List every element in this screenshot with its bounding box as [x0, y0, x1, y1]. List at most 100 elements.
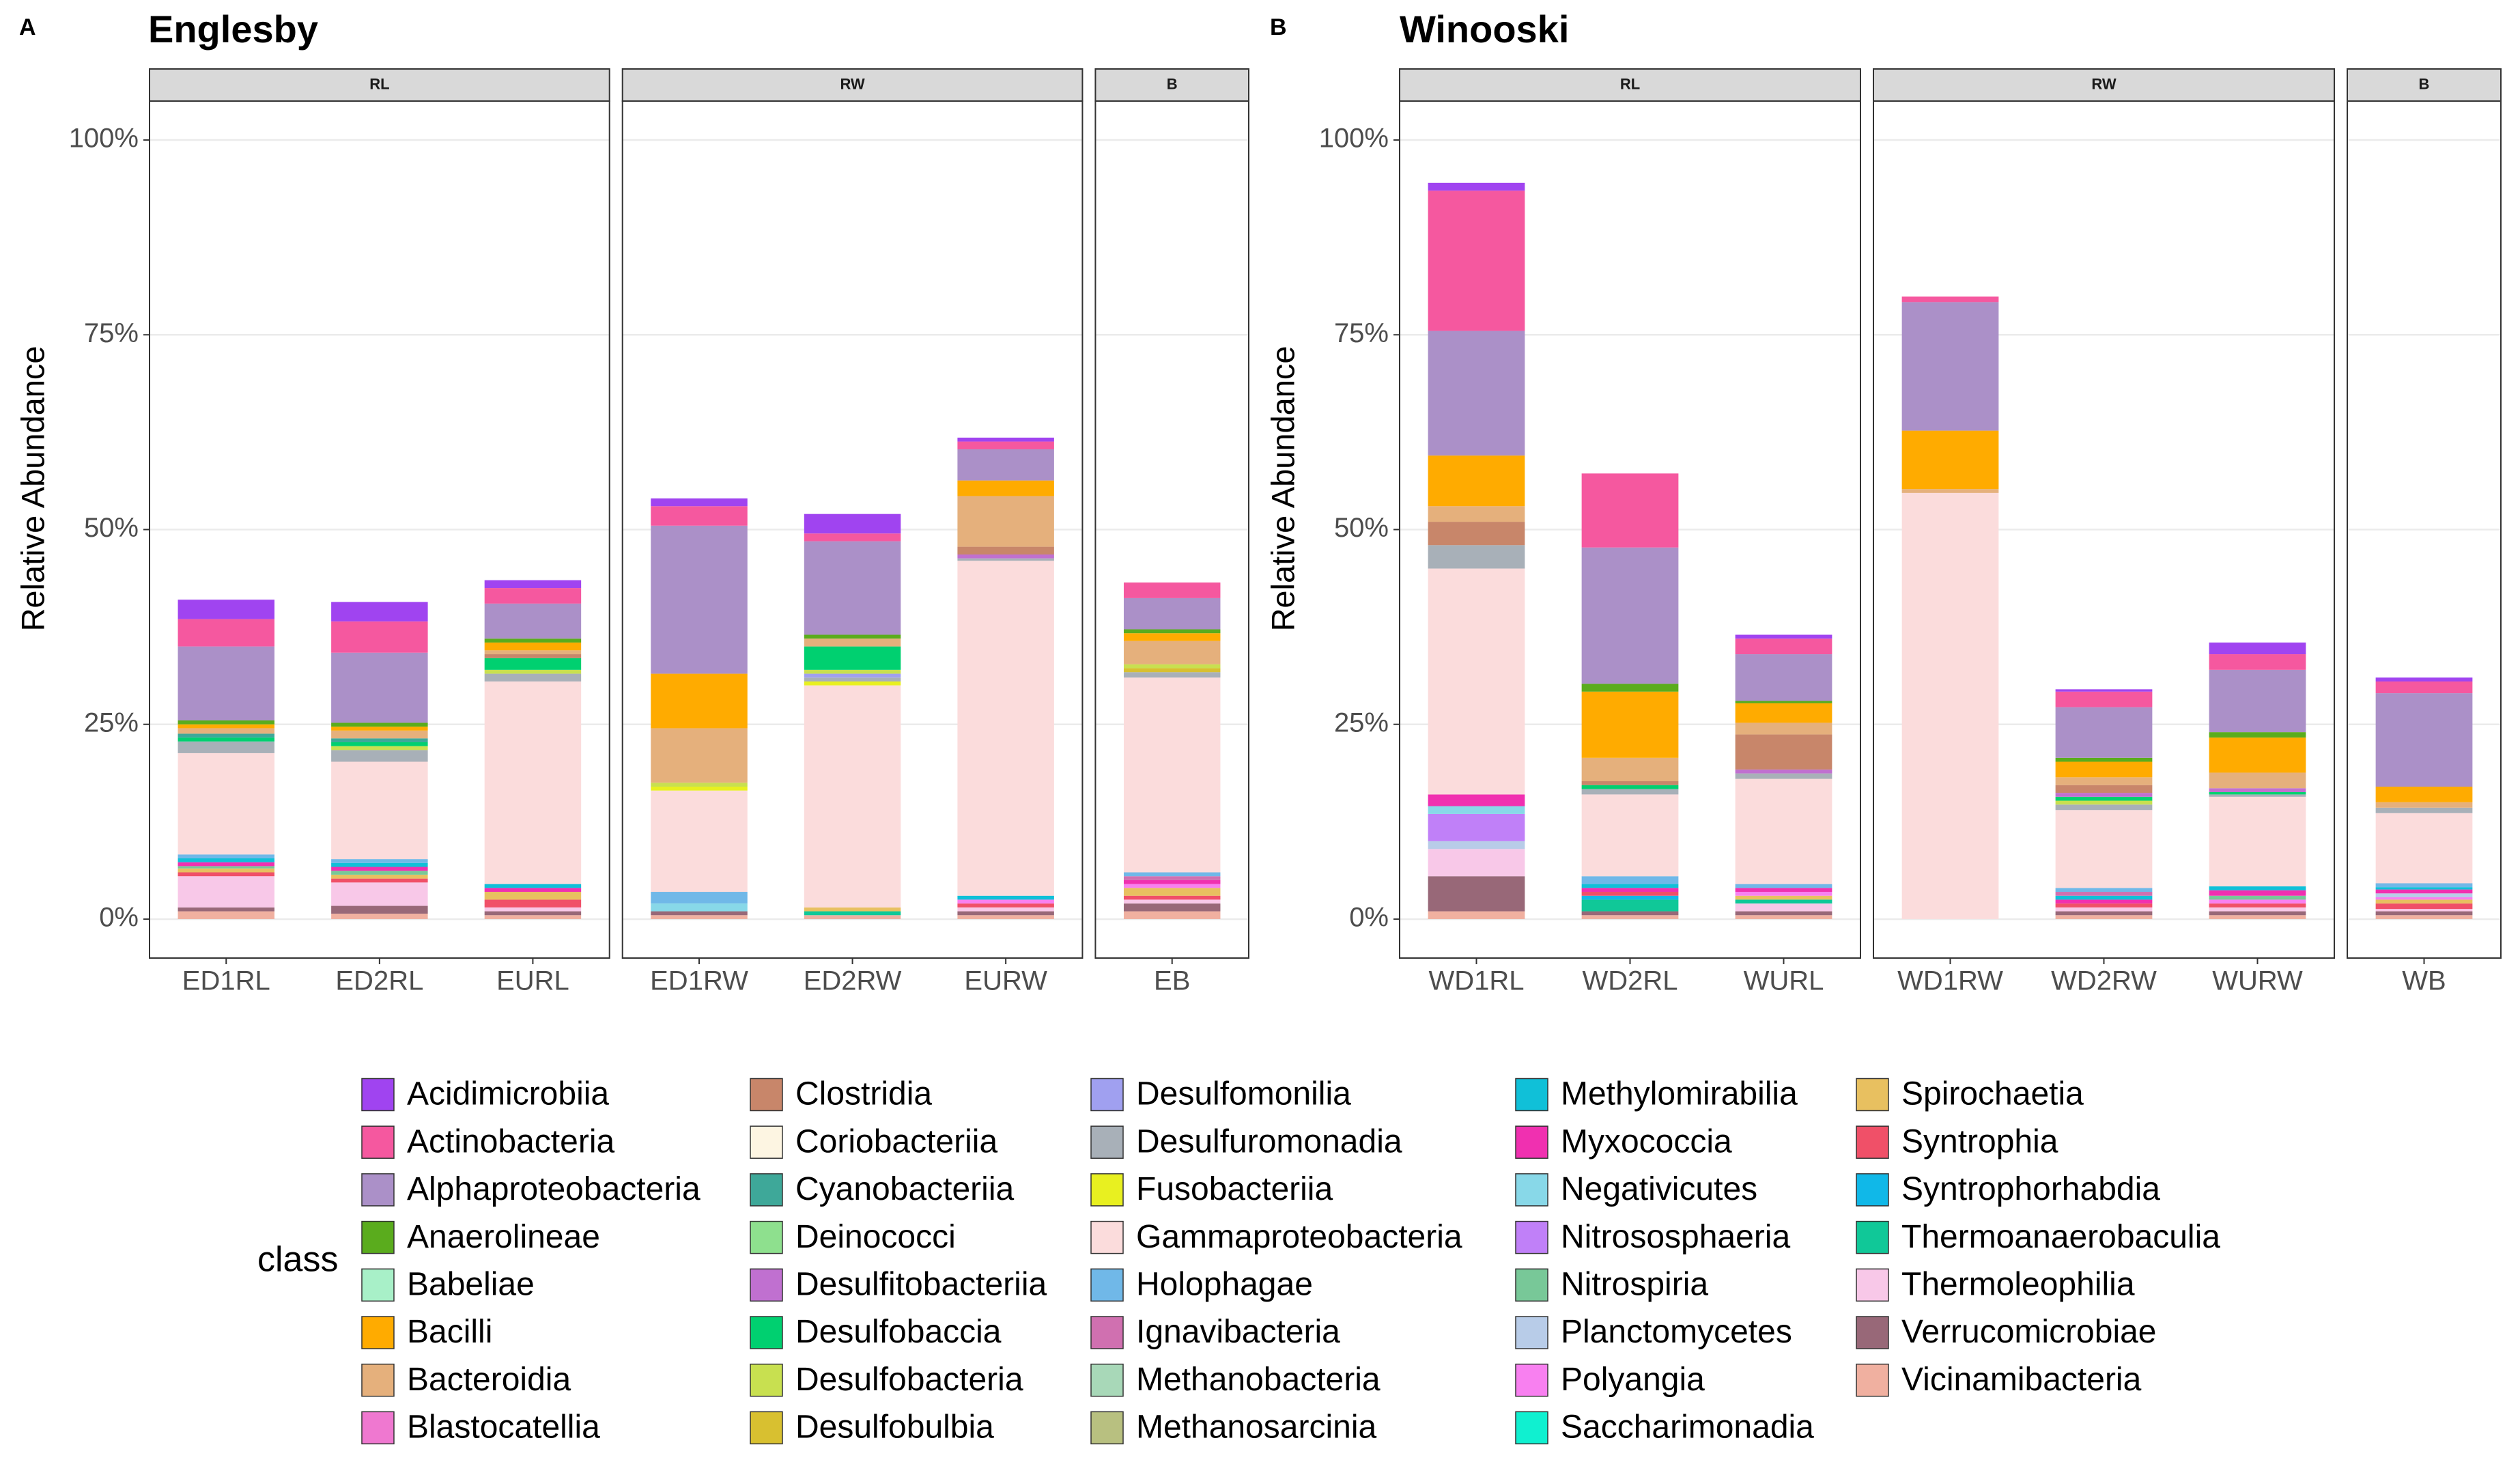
bar-segment [484, 888, 582, 892]
bar-segment [2375, 909, 2473, 912]
legend-key [1090, 1363, 1124, 1397]
bar-segment [1123, 677, 1221, 873]
bar-segment [2209, 886, 2306, 890]
bar-segment [2055, 757, 2153, 762]
bar-segment [2209, 669, 2306, 733]
y-axis-label: Relative Abundance [14, 346, 51, 631]
panel-label: A [19, 14, 36, 40]
bar-segment [178, 720, 275, 725]
bar-segment [484, 650, 582, 655]
facet-border [149, 100, 610, 959]
bar-segment [804, 514, 901, 534]
bar-segment [2055, 892, 2153, 896]
bar-segment [2375, 893, 2473, 898]
strip-label: RL [1620, 75, 1640, 92]
bar-segment [804, 638, 901, 647]
legend-key [1090, 1078, 1124, 1112]
bar-segment [1581, 915, 1679, 919]
bar-segment [178, 876, 275, 908]
bar-segment [651, 498, 748, 507]
bar-segment [2375, 897, 2473, 900]
x-tick-label: ED2RL [335, 966, 423, 996]
bar-segment [2055, 911, 2153, 916]
x-tick-label: EURL [496, 966, 569, 996]
bar-segment [1581, 785, 1679, 789]
y-tick-label: 75% [84, 318, 139, 348]
bar-segment [957, 561, 1054, 896]
legend-label: Desulfobaccia [795, 1314, 1002, 1350]
bar-segment [484, 681, 582, 884]
bar-segment [484, 658, 582, 670]
bar-segment [2055, 761, 2153, 778]
legend-label: Methanosarcinia [1136, 1409, 1377, 1446]
legend-label: Methanobacteria [1136, 1362, 1381, 1398]
bar-segment [178, 724, 275, 729]
bar-segment [178, 728, 275, 734]
legend-key [1090, 1268, 1124, 1302]
bar-segment [1428, 182, 1525, 191]
legend-key [361, 1268, 395, 1302]
legend-label: Desulfobacteria [795, 1362, 1023, 1398]
bar-segment [331, 878, 428, 883]
bar-segment [1581, 899, 1679, 912]
bar-segment [484, 603, 582, 639]
bar-segment [1123, 899, 1221, 904]
bar-segment [331, 727, 428, 731]
bar-segment [2209, 895, 2306, 900]
legend-key [361, 1173, 395, 1207]
strip-label: RW [2091, 75, 2116, 92]
bar-segment [331, 730, 428, 739]
legend-key [1515, 1125, 1548, 1159]
bar-segment [2375, 681, 2473, 694]
y-tick-label: 75% [1334, 318, 1389, 348]
bar-segment [331, 862, 428, 867]
bar-segment [331, 746, 428, 750]
bar-segment [1581, 911, 1679, 916]
legend-key [361, 1220, 395, 1254]
x-tick-label: WURL [1744, 966, 1824, 996]
bar-segment [1428, 455, 1525, 507]
bar-segment [178, 907, 275, 912]
bar-segment [2055, 888, 2153, 892]
legend-label: Actinobacteria [407, 1123, 614, 1159]
legend-key [750, 1316, 783, 1349]
legend-label: Vicinamibacteria [1901, 1362, 2142, 1398]
legend-label: Polyangia [1561, 1362, 1705, 1398]
bar-segment [178, 868, 275, 873]
bar-segment [2209, 654, 2306, 670]
x-tick-label: EB [1154, 966, 1190, 996]
bar-segment [331, 913, 428, 919]
bar-segment [957, 911, 1054, 916]
legend-key [1515, 1078, 1548, 1112]
bar-segment [651, 915, 748, 919]
legend-title: class [257, 1240, 338, 1280]
bar-segment [331, 859, 428, 863]
x-tick-label: WURW [2212, 966, 2303, 996]
x-tick-label: WD2RW [2051, 966, 2157, 996]
bar-segment [178, 753, 275, 855]
bar-segment [331, 867, 428, 871]
bar-segment [2055, 777, 2153, 785]
bar-segment [2055, 915, 2153, 919]
facet-border [2347, 100, 2502, 959]
bar-segment [651, 728, 748, 783]
bar-segment [957, 480, 1054, 496]
bar-segment [957, 907, 1054, 912]
bar-segment [1901, 302, 1999, 431]
bar-segment [1428, 876, 1525, 912]
legend-label: Bacilli [407, 1314, 492, 1350]
bar-segment [2055, 689, 2153, 692]
bar-segment [2055, 804, 2153, 811]
bar-segment [1123, 668, 1221, 673]
legend-label: Ignavibacteria [1136, 1314, 1340, 1350]
bar-segment [1428, 191, 1525, 331]
bar-segment [1123, 641, 1221, 664]
bar-segment [331, 742, 428, 746]
bar-segment [2209, 903, 2306, 908]
bar-segment [178, 733, 275, 738]
bar-segment [804, 634, 901, 639]
bar-segment [1581, 794, 1679, 877]
bar-segment [2055, 800, 2153, 805]
legend-key [1090, 1411, 1124, 1445]
